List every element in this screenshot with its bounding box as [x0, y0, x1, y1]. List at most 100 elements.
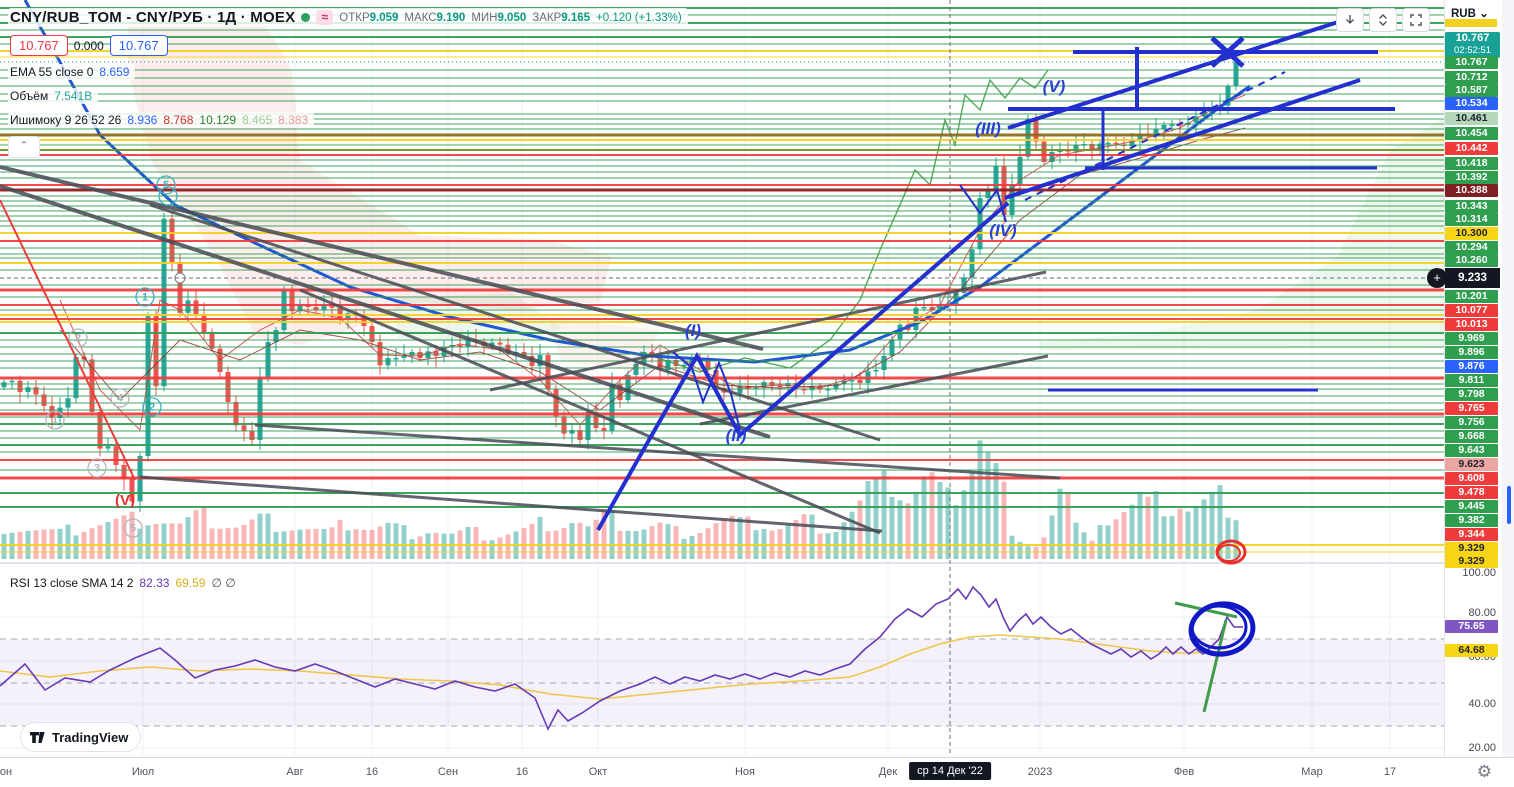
- price-scale-label[interactable]: 9.969: [1445, 332, 1498, 345]
- price-scale-label[interactable]: 9.623: [1445, 458, 1498, 471]
- time-axis-label: Авг: [286, 766, 304, 778]
- time-axis[interactable]: ср 14 Дек '22 ⚙ он Июл Авг 16 Сен 16 Окт Ноя Дек…: [0, 757, 1514, 787]
- settings-gear-icon[interactable]: ⚙: [1476, 762, 1492, 781]
- svg-text:1: 1: [52, 415, 58, 427]
- price-level-lines-layer: [0, 7, 1444, 553]
- price-scale-label[interactable]: 10.418: [1445, 157, 1498, 170]
- currency-selector[interactable]: RUB ⌄: [1451, 8, 1489, 20]
- maximize-pane-button[interactable]: [1402, 8, 1430, 32]
- rsi-sma-value: 69.59: [175, 576, 206, 590]
- price-scale-label[interactable]: 10.314: [1445, 213, 1498, 226]
- right-scrollbar[interactable]: [1501, 0, 1514, 757]
- price-scale-label[interactable]: 10.587: [1445, 84, 1498, 97]
- price-scale-label[interactable]: 9.329: [1445, 542, 1498, 555]
- price-scale-label[interactable]: 9.896: [1445, 346, 1498, 359]
- time-axis-label: 2023: [1027, 766, 1053, 778]
- svg-text:(IV): (IV): [989, 221, 1017, 240]
- rsi-lines-layer: [0, 585, 1256, 731]
- ichimoku-v5: 8.383: [278, 113, 309, 127]
- price-scale-label[interactable]: 10.534: [1445, 97, 1498, 110]
- price-scale-label[interactable]: 9.643: [1445, 444, 1498, 457]
- svg-text:(III): (III): [975, 119, 1001, 138]
- svg-text:(I): (I): [685, 321, 701, 340]
- price-scale-label[interactable]: 9.668: [1445, 430, 1498, 443]
- time-axis-label: Дек: [878, 766, 898, 778]
- low-label: МИН: [471, 11, 498, 24]
- rsi-value-badge: 75.65: [1445, 620, 1498, 633]
- rsi-scale-label[interactable]: 100.00: [1462, 567, 1496, 579]
- trendlines-layer: [0, 165, 1061, 535]
- ema-value: 8.659: [99, 65, 130, 79]
- symbol-legend[interactable]: CNY/RUB_TOM - CNY/РУБ · 1Д · MOEX ≈ ОТКР…: [8, 8, 688, 27]
- approx-icon: ≈: [316, 10, 334, 25]
- pane-buttons: [1336, 8, 1430, 32]
- price-scale-label[interactable]: 9.382: [1445, 514, 1498, 527]
- ichimoku-v1: 8.936: [127, 113, 158, 127]
- ema-legend[interactable]: EMA 55 close 0 8.659: [8, 64, 136, 80]
- price-scale-label[interactable]: 9.608: [1445, 472, 1498, 485]
- price-scale-label[interactable]: 10.388: [1445, 184, 1498, 197]
- wave-labels-layer: 1 2 3 4 5 1 2 5 (I) (II) (III) (IV) (V) (V): [45, 77, 1066, 538]
- svg-text:4: 4: [117, 393, 124, 405]
- price-scale-label[interactable]: 10.454: [1445, 127, 1498, 140]
- price-box-blue[interactable]: 10.767: [109, 35, 168, 56]
- price-scale-label[interactable]: 10.201: [1445, 290, 1498, 303]
- chart-canvas[interactable]: 1 2 3 4 5 1 2 5 (I) (II) (III) (IV) (V) (V) CNY/RUB_T…: [0, 0, 1444, 757]
- tradingview-watermark[interactable]: TradingView: [20, 722, 142, 752]
- rsi-value-badge: 64.68: [1445, 644, 1498, 657]
- tradingview-watermark-label: TradingView: [52, 729, 129, 745]
- open-label: ОТКР: [339, 11, 370, 24]
- volume-circle-drawing: [1215, 539, 1247, 565]
- ichimoku-v4: 8.465: [242, 113, 273, 127]
- price-scale-label[interactable]: 10.392: [1445, 171, 1498, 184]
- svg-text:5: 5: [163, 180, 169, 192]
- volume-value: 7.541B: [54, 89, 93, 103]
- price-scale-label[interactable]: 10.442: [1445, 142, 1498, 155]
- tradingview-logo-icon: [30, 731, 45, 743]
- cursor-price-label: 9.233: [1445, 268, 1500, 288]
- price-scale-label[interactable]: 9.445: [1445, 500, 1498, 513]
- price-boxes-row: 10.767 0.000 10.767: [8, 34, 174, 57]
- time-axis-label: Сен: [437, 766, 459, 778]
- price-scale-clipped-label: [1445, 19, 1497, 27]
- price-scale-label[interactable]: 10.461: [1445, 112, 1498, 125]
- rsi-scale-label[interactable]: 80.00: [1468, 607, 1496, 619]
- low-value: 9.050: [497, 11, 527, 24]
- time-axis-label: Окт: [588, 766, 608, 778]
- scrollbar-thumb[interactable]: [1507, 486, 1511, 524]
- change-value: +0.120 (+1.33%): [596, 11, 682, 24]
- price-scale-label[interactable]: 10.300: [1445, 227, 1498, 240]
- rsi-scale-label[interactable]: 40.00: [1468, 698, 1496, 710]
- time-axis-label: он: [0, 766, 13, 778]
- price-scale-label[interactable]: 10.077: [1445, 304, 1498, 317]
- price-scale-label[interactable]: 10.712: [1445, 71, 1498, 84]
- time-axis-label: 16: [515, 766, 529, 778]
- legend-collapse-button[interactable]: ⌃: [8, 136, 40, 158]
- price-box-red[interactable]: 10.767: [10, 35, 68, 56]
- collapse-pane-button[interactable]: [1369, 8, 1397, 32]
- rsi-scale-label[interactable]: 20.00: [1468, 742, 1496, 754]
- time-axis-label: Июл: [131, 766, 155, 778]
- svg-text:2: 2: [149, 402, 155, 414]
- add-alert-plus-button[interactable]: +: [1427, 268, 1447, 288]
- ema-label: EMA 55 close 0: [10, 65, 94, 79]
- price-scale-label[interactable]: 9.329: [1445, 555, 1498, 568]
- price-scale-label[interactable]: 9.811: [1445, 374, 1498, 387]
- price-scale-label[interactable]: 10.343: [1445, 200, 1498, 213]
- download-button[interactable]: [1336, 8, 1364, 32]
- price-scale-label[interactable]: 9.756: [1445, 416, 1498, 429]
- price-scale-label[interactable]: 10.260: [1445, 254, 1498, 267]
- price-scale[interactable]: RUB ⌄ 10.767 02:52:51 + 9.233 10.767 10.7…: [1427, 0, 1502, 757]
- price-scale-label[interactable]: 9.478: [1445, 486, 1498, 499]
- price-scale-label[interactable]: 10.294: [1445, 241, 1498, 254]
- price-scale-label[interactable]: 10.767: [1445, 56, 1498, 69]
- price-scale-label[interactable]: 9.876: [1445, 360, 1498, 373]
- volume-legend[interactable]: Объём 7.541B: [8, 88, 99, 104]
- price-scale-label[interactable]: 9.798: [1445, 388, 1498, 401]
- rsi-legend[interactable]: RSI 13 close SMA 14 2 82.33 69.59 ∅ ∅: [8, 575, 242, 591]
- ichimoku-legend[interactable]: Ишимоку 9 26 52 26 8.936 8.768 10.129 8.…: [8, 112, 315, 128]
- price-scale-label[interactable]: 9.765: [1445, 402, 1498, 415]
- crosshair-date-badge: ср 14 Дек '22: [909, 762, 991, 780]
- price-scale-label[interactable]: 9.344: [1445, 528, 1498, 541]
- price-scale-label[interactable]: 10.013: [1445, 318, 1498, 331]
